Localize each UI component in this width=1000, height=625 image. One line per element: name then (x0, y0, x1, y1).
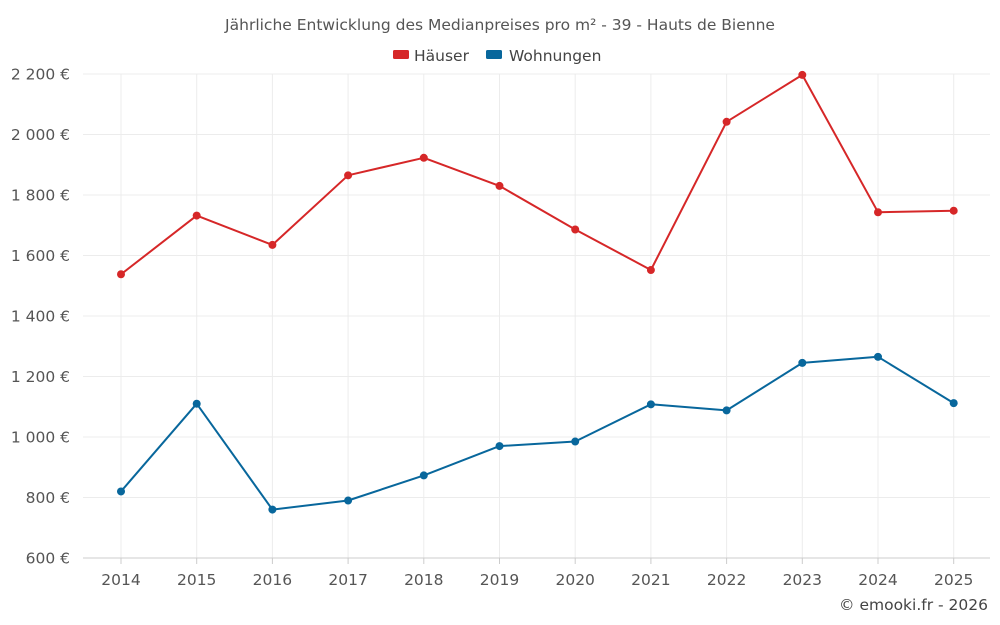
data-point-haeuser[interactable] (571, 225, 580, 234)
series-line-haeuser (120, 73, 954, 276)
data-point-wohnungen[interactable] (268, 505, 277, 514)
data-point-haeuser[interactable] (722, 117, 731, 126)
legend-item-wohnungen[interactable]: Wohnungen (486, 47, 601, 65)
x-tick-label: 2024 (858, 571, 897, 589)
legend-item-haeuser[interactable]: Häuser (393, 47, 470, 65)
x-tick-label: 2020 (555, 571, 594, 589)
x-axis: 2014 2015 2016 2017 2018 2019 2020 2021 2022 2023… (101, 558, 973, 589)
x-tick-label: 2019 (480, 571, 519, 589)
legend-label-wohnungen: Wohnungen (509, 47, 601, 65)
y-tick-label: 600 € (26, 550, 70, 568)
data-point-wohnungen[interactable] (192, 399, 201, 408)
legend-swatch-haeuser (393, 50, 409, 59)
x-tick-label: 2022 (707, 571, 746, 589)
x-tick-label: 2017 (328, 571, 367, 589)
data-point-haeuser[interactable] (949, 206, 958, 215)
data-point-haeuser[interactable] (268, 240, 277, 249)
y-tick-label: 1 200 € (11, 368, 70, 386)
data-point-haeuser[interactable] (344, 171, 353, 180)
x-tick-label: 2025 (934, 571, 973, 589)
x-tick-label: 2015 (177, 571, 216, 589)
x-tick-label: 2014 (101, 571, 140, 589)
data-point-wohnungen[interactable] (949, 399, 958, 408)
y-tick-label: 800 € (26, 489, 70, 507)
y-tick-label: 1 800 € (11, 187, 70, 205)
data-point-wohnungen[interactable] (344, 496, 353, 505)
y-gridlines (83, 73, 990, 498)
credit-text: © emooki.fr - 2026 (839, 596, 988, 614)
legend: Häuser Wohnungen (393, 47, 601, 65)
y-axis: 600 € 800 € 1 000 € 1 200 € 1 400 € 1 600 € 1 … (11, 66, 70, 568)
y-tick-label: 1 400 € (11, 308, 70, 326)
y-tick-label: 2 000 € (11, 126, 70, 144)
data-point-wohnungen[interactable] (419, 471, 428, 480)
data-point-haeuser[interactable] (874, 208, 882, 217)
data-point-haeuser[interactable] (798, 70, 807, 79)
x-tick-label: 2023 (783, 571, 822, 589)
series-line-wohnungen (120, 355, 955, 511)
data-point-haeuser[interactable] (117, 270, 125, 279)
legend-label-haeuser: Häuser (414, 47, 470, 65)
data-point-wohnungen[interactable] (571, 437, 580, 446)
legend-swatch-wohnungen (486, 50, 502, 59)
data-point-haeuser[interactable] (495, 181, 504, 190)
data-point-haeuser[interactable] (646, 266, 655, 275)
x-tick-label: 2021 (631, 571, 670, 589)
data-point-wohnungen[interactable] (117, 487, 125, 496)
data-point-haeuser[interactable] (192, 211, 201, 220)
data-point-wohnungen[interactable] (874, 352, 882, 361)
series-group (117, 70, 958, 514)
x-tick-label: 2016 (253, 571, 292, 589)
y-tick-label: 1 000 € (11, 429, 70, 447)
data-point-wohnungen[interactable] (722, 406, 731, 415)
data-point-wohnungen[interactable] (495, 442, 504, 451)
y-tick-label: 1 600 € (11, 247, 70, 265)
x-tick-label: 2018 (404, 571, 443, 589)
data-point-haeuser[interactable] (419, 153, 428, 162)
y-tick-label: 2 200 € (11, 66, 70, 84)
data-point-wohnungen[interactable] (798, 358, 807, 367)
data-point-wohnungen[interactable] (646, 400, 655, 409)
chart-title: Jährliche Entwicklung des Medianpreises … (224, 16, 775, 34)
